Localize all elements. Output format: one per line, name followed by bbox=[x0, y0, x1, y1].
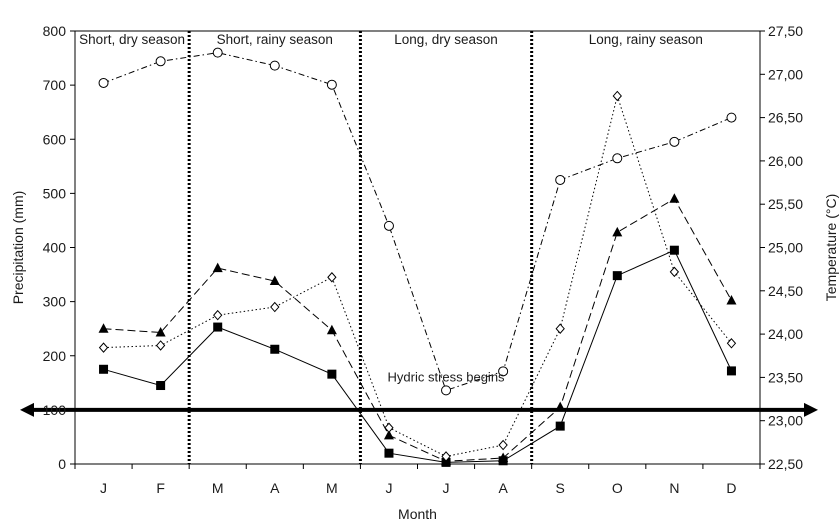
left-tick-label: 100 bbox=[43, 402, 67, 418]
right-axis-title: Temperature (°C) bbox=[823, 194, 839, 302]
right-tick-label: 26,00 bbox=[768, 153, 803, 169]
data-point-diamond bbox=[98, 342, 109, 353]
data-point-triangle bbox=[98, 323, 109, 333]
data-point-square bbox=[384, 448, 394, 458]
x-tick-label: J bbox=[443, 480, 450, 496]
chart-labels: 0 100 200 300 400 500 600 700 800 22,50 23,00 23,50… bbox=[10, 23, 839, 522]
left-tick-label: 0 bbox=[58, 456, 66, 472]
left-tick-label: 300 bbox=[43, 294, 67, 310]
right-tick-label: 27,00 bbox=[768, 66, 803, 82]
data-point-diamond bbox=[270, 301, 280, 313]
data-point-square bbox=[612, 271, 622, 281]
data-point-square bbox=[726, 366, 736, 376]
threshold-label: Hydric stress begins bbox=[388, 369, 506, 384]
left-tick-label: 500 bbox=[43, 185, 67, 201]
left-axis-title: Precipitation (mm) bbox=[10, 191, 26, 305]
data-point-diamond bbox=[669, 266, 680, 278]
x-axis-title: Month bbox=[398, 506, 437, 522]
x-tick-label: A bbox=[270, 480, 280, 496]
series-line-open-circle bbox=[103, 52, 732, 392]
data-point-diamond bbox=[498, 439, 508, 451]
data-point-square bbox=[213, 322, 223, 332]
data-point-square bbox=[270, 344, 280, 354]
data-point-triangle bbox=[269, 275, 280, 286]
series-line-open-diamond bbox=[103, 94, 732, 457]
data-point-circle bbox=[155, 56, 166, 67]
x-tick-label: D bbox=[726, 480, 736, 496]
right-tick-label: 23,50 bbox=[768, 369, 803, 385]
right-tick-label: 26,50 bbox=[768, 110, 803, 126]
left-tick-label: 200 bbox=[43, 348, 67, 364]
x-tick-label: O bbox=[612, 480, 623, 496]
x-tick-label: J bbox=[100, 480, 107, 496]
x-tick-label: M bbox=[326, 480, 338, 496]
data-point-square bbox=[156, 381, 166, 391]
x-tick-label: N bbox=[669, 480, 679, 496]
season-label: Long, dry season bbox=[394, 32, 498, 47]
data-point-diamond bbox=[555, 323, 565, 334]
plot-border bbox=[74, 30, 761, 465]
data-point-square bbox=[669, 245, 679, 255]
data-point-circle bbox=[383, 220, 394, 231]
data-series bbox=[98, 47, 737, 467]
data-point-circle bbox=[498, 366, 509, 377]
season-label: Long, rainy season bbox=[589, 32, 703, 47]
series-line-filled-triangle bbox=[103, 198, 732, 462]
x-tick-label: S bbox=[556, 480, 565, 496]
x-tick-label: A bbox=[498, 480, 508, 496]
x-tick-label: M bbox=[212, 480, 224, 496]
season-dividers bbox=[187, 31, 534, 464]
data-point-circle bbox=[669, 136, 680, 147]
data-point-circle bbox=[326, 79, 337, 90]
series-line-filled-square bbox=[103, 249, 732, 463]
left-tick-label: 700 bbox=[43, 77, 67, 93]
data-point-diamond bbox=[327, 272, 337, 283]
data-point-triangle bbox=[212, 262, 223, 273]
data-point-square bbox=[99, 364, 109, 374]
right-tick-label: 22,50 bbox=[768, 456, 803, 472]
left-tick-label: 600 bbox=[43, 131, 67, 147]
data-point-circle bbox=[98, 77, 109, 88]
data-point-triangle bbox=[155, 326, 166, 337]
right-tick-label: 24,50 bbox=[768, 283, 803, 299]
data-point-circle bbox=[212, 47, 223, 58]
data-point-circle bbox=[555, 174, 566, 185]
x-tick-label: J bbox=[385, 480, 392, 496]
data-point-diamond bbox=[726, 338, 737, 349]
left-tick-label: 800 bbox=[43, 23, 67, 39]
data-point-triangle bbox=[383, 429, 394, 440]
data-point-square bbox=[555, 421, 565, 431]
right-tick-label: 24,00 bbox=[768, 326, 803, 342]
threshold-arrowhead-right bbox=[804, 402, 818, 417]
data-point-circle bbox=[441, 385, 452, 396]
data-point-diamond bbox=[155, 340, 166, 351]
plot-frame bbox=[70, 30, 765, 469]
data-point-circle bbox=[726, 112, 737, 123]
data-point-triangle bbox=[498, 452, 509, 463]
left-tick-label: 400 bbox=[43, 240, 67, 256]
data-point-diamond bbox=[612, 90, 622, 102]
data-point-square bbox=[327, 369, 337, 379]
season-label: Short, dry season bbox=[79, 32, 185, 47]
data-point-circle bbox=[269, 60, 280, 71]
right-tick-label: 25,00 bbox=[768, 240, 803, 256]
data-point-triangle bbox=[669, 193, 680, 203]
data-point-triangle bbox=[612, 226, 623, 237]
data-point-diamond bbox=[441, 451, 451, 462]
season-label: Short, rainy season bbox=[217, 32, 333, 47]
data-point-triangle bbox=[326, 324, 337, 335]
threshold-arrow bbox=[20, 402, 818, 417]
right-tick-label: 27,50 bbox=[768, 23, 803, 39]
data-point-circle bbox=[612, 153, 623, 164]
x-tick-label: F bbox=[156, 480, 165, 496]
data-point-diamond bbox=[384, 422, 394, 433]
data-point-triangle bbox=[726, 295, 737, 305]
data-point-diamond bbox=[213, 309, 223, 321]
right-tick-label: 25,50 bbox=[768, 196, 803, 212]
right-tick-label: 23,00 bbox=[768, 413, 803, 429]
threshold-arrowhead-left bbox=[20, 402, 34, 417]
